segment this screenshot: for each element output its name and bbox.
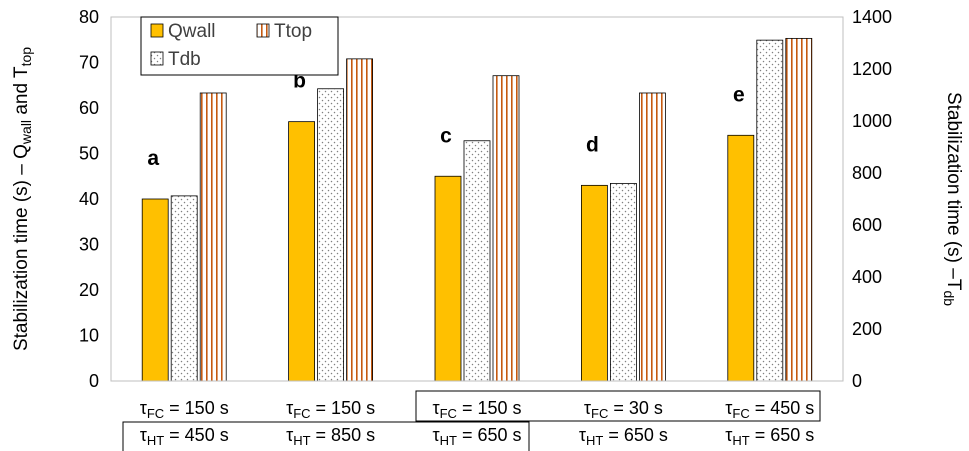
- left-tick-label: 70: [79, 53, 99, 73]
- bar-ttop-b: [346, 58, 374, 382]
- right-tick-label: 1400: [852, 7, 892, 27]
- group-label-e: e: [733, 83, 745, 106]
- category-tht-b: τHT = 850 s: [286, 425, 375, 448]
- bar-ttop-c: [492, 75, 520, 382]
- category-tht-e: τHT = 650 s: [725, 425, 814, 448]
- left-tick-label: 40: [79, 189, 99, 209]
- legend-label-qwall: Qwall: [168, 21, 216, 42]
- bar-qwall-c: [434, 175, 462, 382]
- category-tfc-a: τFC = 150 s: [140, 398, 229, 421]
- legend: Qwall Ttop Tdb: [140, 16, 339, 76]
- bar-tdb-b: [317, 88, 345, 382]
- category-tht-a: τHT = 450 s: [140, 425, 229, 448]
- bar-ttop-e: [785, 37, 813, 382]
- category-tht-d: τHT = 650 s: [579, 425, 668, 448]
- left-axis-title: Stabilization time (s) – Qwall and Ttop: [11, 47, 34, 351]
- category-tfc-e: τFC = 450 s: [725, 398, 814, 421]
- legend-swatch-ttop: [256, 23, 270, 38]
- group-label-a: a: [147, 147, 159, 170]
- bar-tdb-e: [756, 39, 784, 382]
- bar-qwall-a: [141, 198, 169, 382]
- right-tick-label: 0: [852, 371, 862, 391]
- bar-qwall-e: [727, 134, 755, 382]
- bar-tdb-c: [463, 140, 491, 382]
- bar-tdb-a: [170, 195, 198, 382]
- plot-frame: [110, 16, 844, 382]
- bar-tdb-d: [610, 182, 637, 382]
- left-tick-label: 30: [79, 235, 99, 255]
- left-tick-label: 20: [79, 280, 99, 300]
- left-tick-label: 80: [79, 7, 99, 27]
- bar-qwall-b: [288, 121, 316, 382]
- left-tick-label: 60: [79, 98, 99, 118]
- right-tick-label: 400: [852, 267, 882, 287]
- category-tfc-d: τFC = 30 s: [584, 398, 663, 421]
- right-axis-title: Stabilization time (s) –Tdb: [941, 92, 964, 306]
- legend-swatch-tdb: [150, 51, 164, 66]
- right-tick-label: 600: [852, 215, 882, 235]
- bar-ttop-d: [639, 92, 666, 382]
- highlight-box-tht: [122, 421, 530, 451]
- right-tick-label: 200: [852, 319, 882, 339]
- category-labels: τFC = 150 s τHT = 450 s τFC = 150 s τHT = 8…: [122, 390, 821, 451]
- right-tick-label: 1000: [852, 111, 892, 131]
- legend-box: [140, 16, 339, 76]
- bar-qwall-d: [581, 184, 608, 382]
- left-tick-label: 0: [89, 371, 99, 391]
- right-tick-label: 1200: [852, 59, 892, 79]
- left-tick-label: 50: [79, 144, 99, 164]
- legend-label-ttop: Ttop: [274, 21, 312, 42]
- category-tht-c: τHT = 650 s: [432, 425, 521, 448]
- left-tick-label: 10: [79, 326, 99, 346]
- category-tfc-b: τFC = 150 s: [286, 398, 375, 421]
- right-tick-label: 800: [852, 163, 882, 183]
- legend-label-tdb: Tdb: [168, 49, 201, 70]
- highlight-box-tfc: [415, 390, 821, 422]
- bars-layer: [141, 37, 813, 382]
- category-tfc-c: τFC = 150 s: [432, 398, 521, 421]
- axes-layer: 0102030405060708002004006008001000120014…: [11, 7, 964, 391]
- group-label-d: d: [586, 133, 599, 156]
- bar-ttop-a: [199, 92, 227, 382]
- legend-swatch-qwall: [150, 23, 164, 38]
- group-label-c: c: [440, 124, 452, 147]
